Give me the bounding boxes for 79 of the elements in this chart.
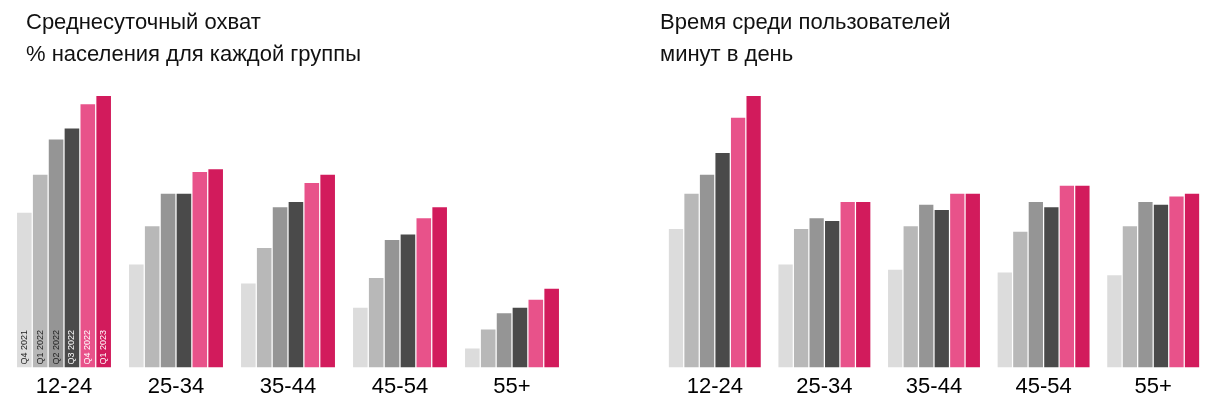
x-tick-label: 25-34 — [147, 372, 205, 398]
series-label: Q2 2022 — [50, 330, 61, 365]
bar — [919, 204, 934, 368]
bar — [80, 104, 96, 368]
bar — [465, 348, 480, 368]
bar — [699, 174, 715, 368]
bar — [384, 239, 400, 368]
bar — [512, 307, 528, 368]
bar — [272, 207, 288, 368]
x-tick-label: 35-44 — [259, 372, 317, 398]
x-tick-label: 35-44 — [905, 372, 963, 398]
bar — [825, 220, 840, 368]
x-tick-label: 12-24 — [686, 372, 743, 398]
bar — [668, 229, 684, 368]
bar — [840, 201, 855, 368]
bar — [256, 248, 272, 368]
bar — [416, 218, 432, 368]
series-label: Q3 2022 — [66, 330, 77, 365]
bar — [903, 226, 918, 368]
x-tick-label: 45-54 — [1015, 372, 1072, 398]
x-tick-label: 55+ — [1134, 372, 1172, 398]
bar — [746, 96, 761, 368]
bar — [1075, 185, 1090, 368]
bar — [997, 272, 1012, 368]
bar — [934, 210, 949, 368]
bar — [96, 96, 111, 368]
chart-subtitle: минут в день — [660, 40, 795, 68]
bar — [950, 193, 965, 368]
chart-title: Время среди пользователей — [660, 8, 952, 36]
bar — [160, 193, 176, 368]
bar — [304, 182, 320, 368]
bar — [856, 201, 871, 368]
bar — [1107, 275, 1122, 368]
bar — [965, 193, 980, 368]
bar — [48, 139, 64, 368]
bar — [241, 283, 256, 368]
bar — [684, 193, 699, 368]
bar — [793, 229, 809, 368]
bar — [480, 329, 496, 368]
bar — [129, 264, 144, 368]
bar — [1044, 207, 1059, 368]
bar — [496, 313, 512, 368]
bar — [1169, 196, 1184, 368]
bar — [288, 201, 304, 368]
series-label: Q1 2022 — [34, 330, 45, 365]
bar — [1138, 201, 1153, 368]
bar — [1059, 185, 1075, 368]
series-label: Q4 2022 — [82, 330, 93, 365]
bar — [320, 174, 335, 368]
chart-subtitle: % населения для каждой группы — [26, 40, 362, 68]
x-tick-label: 55+ — [493, 372, 531, 398]
series-label: Q4 2021 — [18, 330, 29, 365]
bar — [778, 264, 793, 368]
bar — [715, 153, 730, 368]
bar — [888, 269, 903, 368]
series-label: Q1 2023 — [98, 330, 109, 365]
bar — [1028, 201, 1043, 368]
bar — [528, 299, 544, 368]
bar — [208, 169, 223, 368]
bar — [1153, 204, 1169, 368]
bar — [17, 212, 32, 368]
bar — [809, 218, 824, 368]
bar — [32, 174, 48, 368]
x-tick-label: 45-54 — [371, 372, 429, 398]
x-tick-label: 25-34 — [796, 372, 853, 398]
bar — [432, 207, 447, 368]
bar — [144, 226, 160, 368]
bar — [176, 193, 192, 368]
bar — [64, 128, 80, 368]
bar — [730, 117, 746, 368]
bar — [400, 234, 416, 368]
bar — [192, 172, 208, 368]
bar — [1122, 226, 1138, 368]
x-tick-label: 12-24 — [35, 372, 93, 398]
chart-title: Среднесуточный охват — [26, 8, 262, 36]
bar — [1184, 193, 1200, 368]
bar — [353, 307, 368, 368]
bar — [1013, 231, 1028, 368]
bar — [368, 277, 384, 368]
